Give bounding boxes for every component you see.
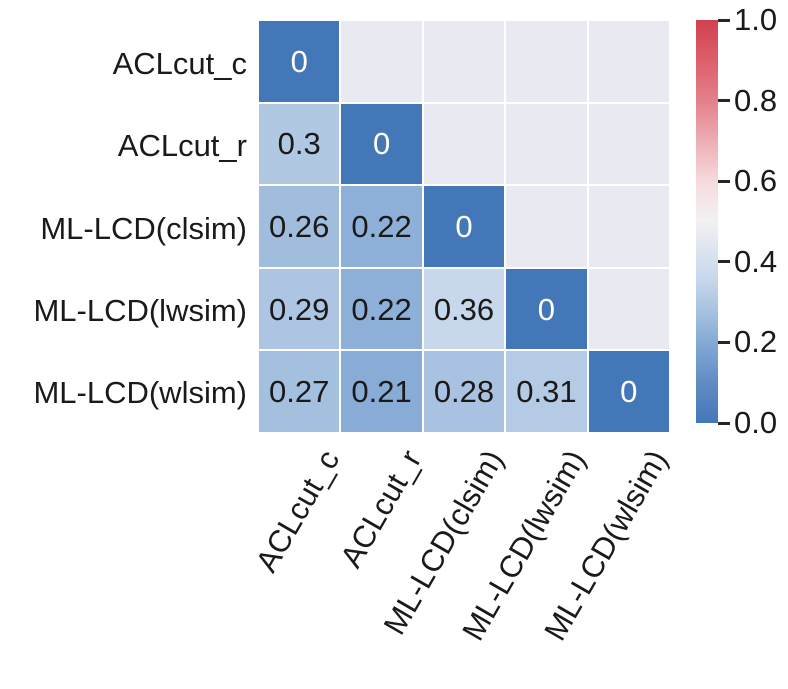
colorbar-tick-label: 0.8 [734, 82, 778, 118]
row-label: ML-LCD(wlsim) [33, 374, 247, 410]
heatmap: 0 0.3 0 0.26 0.22 0 0.29 0.22 0.36 0 0.27 0.21 0.28 0… [259, 21, 669, 432]
heatmap-cell: 0.26 [259, 186, 340, 267]
heatmap-cell-masked [588, 186, 669, 267]
heatmap-cell: 0.22 [341, 186, 422, 267]
heatmap-cell: 0.27 [259, 351, 340, 432]
colorbar-tick-label: 0.0 [734, 405, 778, 440]
heatmap-cell: 0 [588, 351, 669, 432]
colorbar-tick [718, 18, 730, 22]
heatmap-cell: 0.22 [341, 268, 422, 350]
heatmap-cell: 0.29 [259, 268, 340, 350]
heatmap-cell-masked [423, 21, 505, 102]
heatmap-cell: 0.21 [341, 351, 422, 432]
heatmap-cell-masked [506, 186, 587, 267]
row-label: ACLcut_r [117, 128, 247, 164]
colorbar-tick [718, 260, 730, 264]
colorbar-tick [718, 421, 730, 425]
heatmap-cell-masked [588, 268, 669, 350]
row-label: ML-LCD(clsim) [40, 210, 247, 246]
heatmap-cell: 0 [423, 186, 505, 267]
colorbar-tick [718, 99, 730, 103]
heatmap-cell-masked [588, 21, 669, 102]
heatmap-cell-masked [341, 21, 422, 102]
heatmap-cell-masked [588, 103, 669, 185]
heatmap-cell: 0 [506, 268, 587, 350]
heatmap-cell: 0.31 [506, 351, 587, 432]
heatmap-cell: 0 [341, 103, 422, 185]
colorbar-tick-label: 1.0 [734, 2, 778, 37]
colorbar-tick [718, 340, 730, 344]
row-label: ML-LCD(lwsim) [33, 292, 247, 328]
heatmap-cell: 0.3 [259, 103, 340, 185]
colorbar-tick-label: 0.6 [734, 163, 778, 199]
heatmap-cell: 0.28 [423, 351, 505, 432]
heatmap-cell-masked [506, 21, 587, 102]
colorbar-tick [718, 179, 730, 183]
heatmap-cell: 0 [259, 21, 340, 102]
colorbar-tick-label: 0.4 [734, 243, 778, 279]
row-label: ACLcut_c [112, 46, 247, 82]
colorbar-tick-label: 0.2 [734, 324, 778, 360]
heatmap-cell-masked [506, 103, 587, 185]
heatmap-cell-masked [423, 103, 505, 185]
colorbar [696, 20, 718, 423]
col-label: ACLcut_c [248, 444, 347, 578]
heatmap-cell: 0.36 [423, 268, 505, 350]
